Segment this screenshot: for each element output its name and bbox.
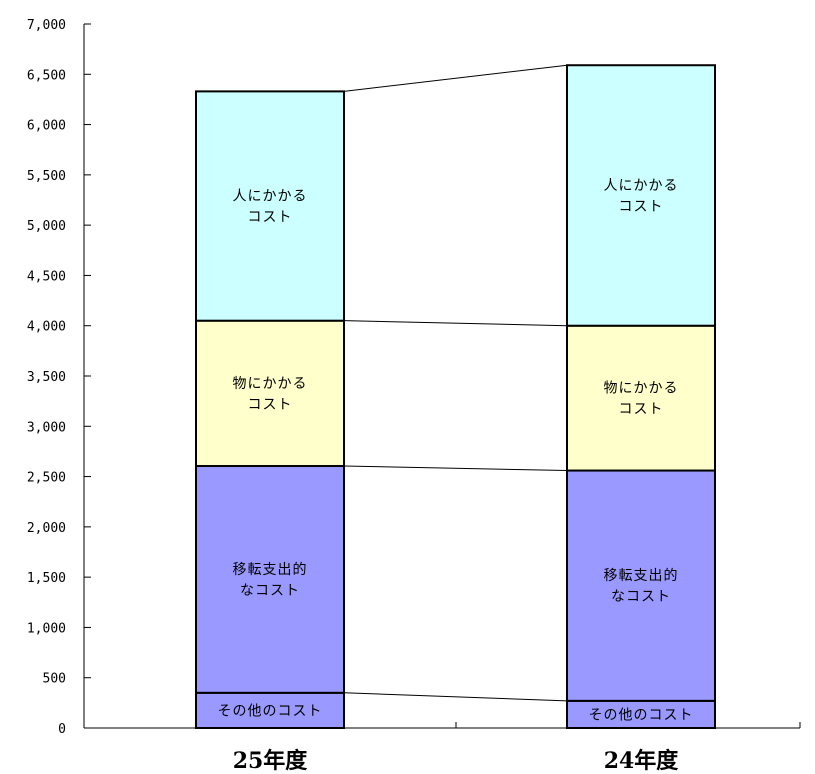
connector-line [343, 320, 568, 327]
segment-label: 人にかかる [604, 178, 679, 194]
y-tick-label: 4,500 [27, 269, 66, 284]
segment-label: コスト [619, 199, 664, 215]
segment-label: 人にかかる [233, 189, 308, 205]
y-tick-label: 1,500 [27, 571, 66, 586]
segment-label: その他のコスト [589, 707, 694, 723]
y-tick-label: 6,000 [27, 119, 66, 134]
connector-line [343, 692, 568, 702]
segment-label: 移転支出的 [233, 562, 308, 578]
connector-line [343, 465, 568, 472]
connector-line [343, 64, 568, 92]
bar-segment [195, 90, 345, 322]
y-tick-label: 3,000 [27, 420, 66, 435]
bar-segment [566, 64, 716, 327]
y-tick-label: 2,000 [27, 521, 66, 536]
y-tick-label: 1,000 [27, 621, 66, 636]
bar-segments: その他のコスト その他のコスト移転支出的なコスト移転支出的なコスト物にかかるコスト… [195, 64, 716, 729]
segment-label: 物にかかる [233, 376, 308, 392]
x-category-label: 25年度 [233, 748, 309, 774]
y-tick-label: 4,000 [27, 320, 66, 335]
bar-segment [566, 469, 716, 702]
bar-segment [566, 324, 716, 472]
y-tick-label: 2,500 [27, 471, 66, 486]
bar-segment [195, 319, 345, 468]
y-tick-label: 6,500 [27, 68, 66, 83]
x-axis-category-labels: 25年度 24年度 [233, 748, 680, 774]
bar-segment [195, 691, 345, 729]
segment-label: なコスト [611, 589, 671, 605]
x-category-label: 24年度 [604, 748, 680, 774]
y-tick-label: 5,000 [27, 219, 66, 234]
segment-label: その他のコスト [218, 703, 323, 719]
y-tick-label: 500 [43, 672, 66, 687]
segment-label: なコスト [240, 583, 300, 599]
y-tick-label: 7,000 [27, 18, 66, 33]
bar-segment [195, 465, 345, 694]
segment-label: コスト [619, 402, 664, 418]
segment-label: コスト [248, 397, 293, 413]
y-tick-label: 0 [58, 722, 66, 737]
connector-lines [343, 64, 568, 702]
segment-label: 物にかかる [604, 381, 679, 397]
y-tick-label: 5,500 [27, 169, 66, 184]
y-tick-label: 3,500 [27, 370, 66, 385]
segment-label: 移転支出的 [604, 568, 679, 584]
segment-label: コスト [248, 210, 293, 226]
y-axis-ticks: 0 500 1,000 1,500 2,000 2,500 3,000 3,500 4,000 4… [27, 18, 91, 737]
